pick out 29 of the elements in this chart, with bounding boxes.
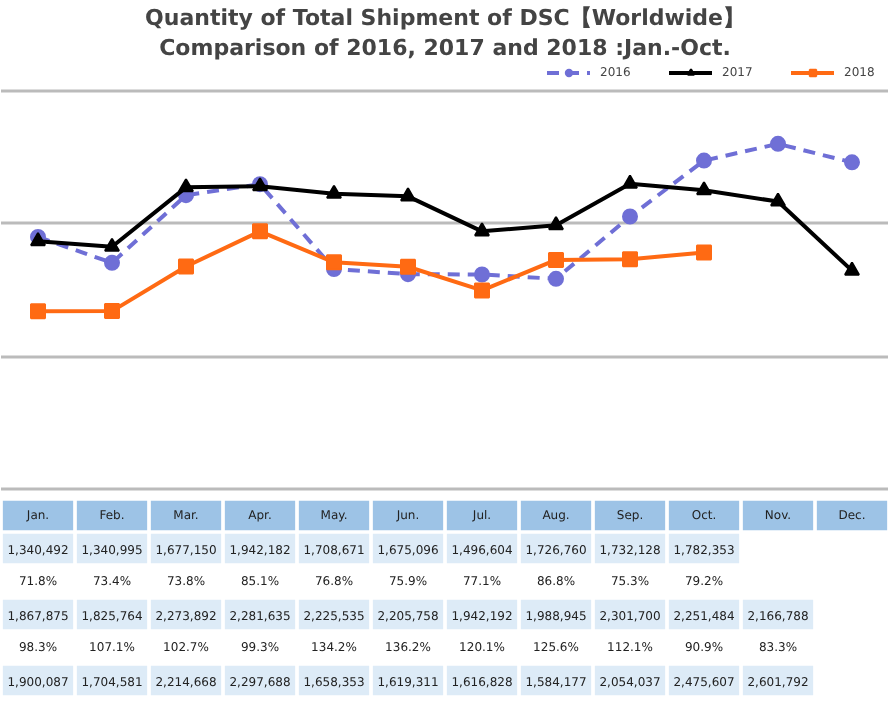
point: [548, 216, 564, 231]
point: [252, 223, 268, 240]
point: [326, 184, 342, 199]
point: [696, 244, 712, 261]
point: [104, 303, 120, 320]
chart-subtitle: Comparison of 2016, 2017 and 2018 :Jan.-Oct.: [159, 35, 731, 61]
point: [400, 187, 416, 202]
point: [548, 251, 564, 268]
point: [622, 251, 638, 268]
point: [770, 192, 786, 207]
point: [104, 237, 120, 252]
chart-title: Quantity of Total Shipment of DSC【Worldwide】: [145, 5, 745, 31]
point: [178, 258, 194, 275]
point: [474, 222, 490, 237]
point: [474, 282, 490, 299]
point: [770, 135, 786, 152]
point: [548, 270, 564, 287]
point: [400, 258, 416, 275]
point: [622, 174, 638, 189]
point: [844, 261, 860, 276]
point: [326, 254, 342, 271]
point: [696, 152, 712, 169]
point: [104, 254, 120, 271]
point: [474, 266, 490, 283]
point: [30, 303, 46, 320]
point: [178, 178, 194, 193]
point: [844, 154, 860, 171]
point: [622, 208, 638, 225]
point: [696, 181, 712, 196]
